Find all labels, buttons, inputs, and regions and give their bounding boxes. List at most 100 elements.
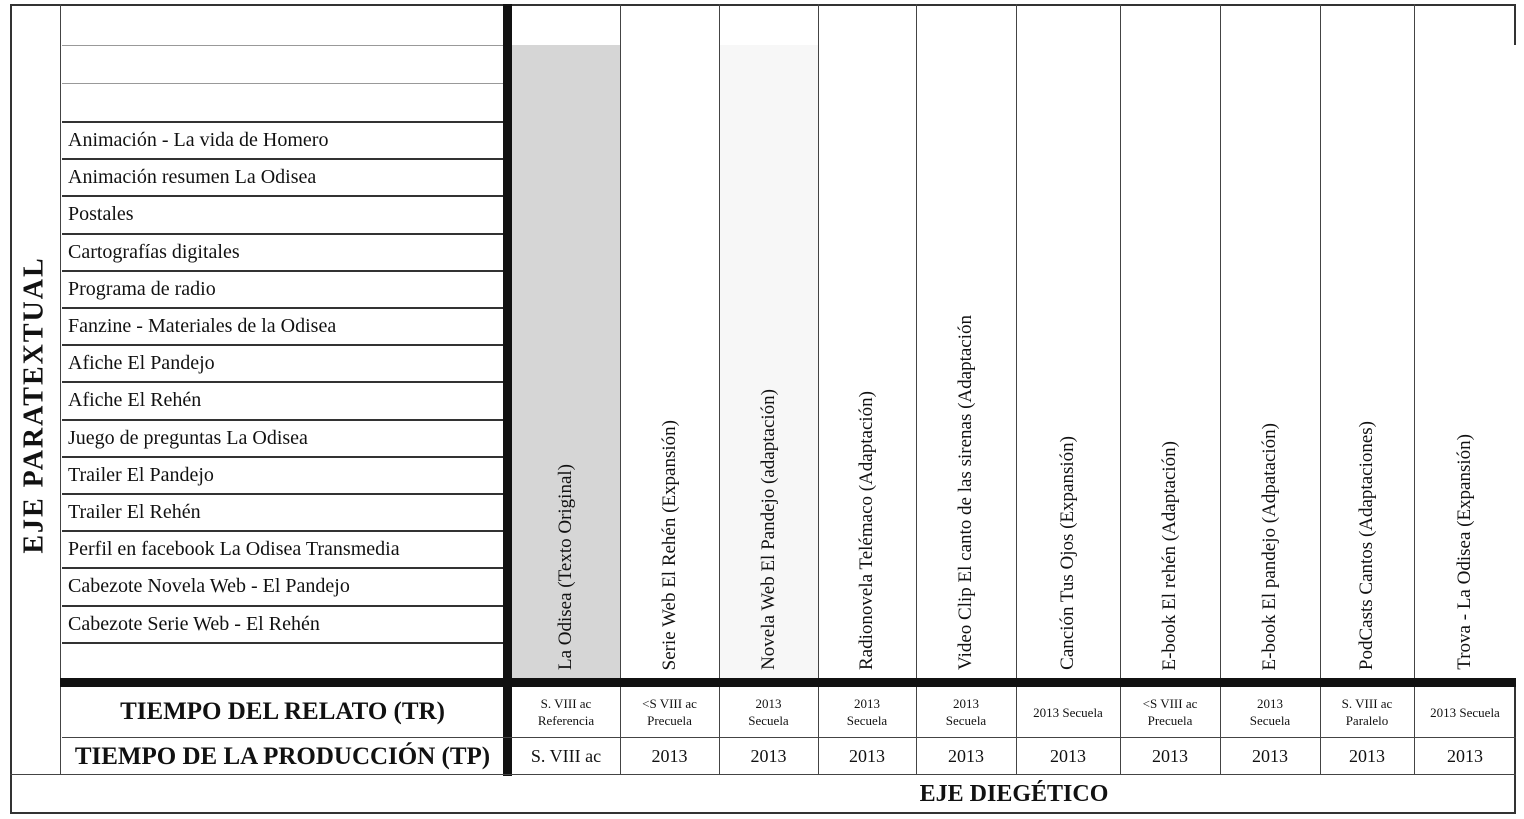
tiempo-produccion-cell: 2013	[750, 745, 787, 766]
paratextual-item: Fanzine - Materiales de la Odisea	[68, 315, 337, 337]
tiempo-relato-text: 2013	[755, 696, 782, 711]
tiempo-relato-text: Secuela	[1249, 713, 1291, 728]
row-divider	[62, 642, 503, 644]
tiempo-relato-cell: 2013 Secuela	[1220, 688, 1320, 736]
tiempo-relato-cell: <S VIII ac Precuela	[1120, 688, 1220, 736]
blank-row-divider	[62, 83, 503, 84]
tiempo-produccion-cell: 2013	[948, 745, 984, 766]
diegetic-column: Video Clip El canto de las sirenas (Adap…	[916, 45, 1016, 678]
paratextual-item: Programa de radio	[68, 278, 216, 300]
paratextual-axis-label: EJE PARATEXTUAL	[19, 256, 51, 554]
tiempo-relato-cell: 2013 Secuela	[1016, 688, 1120, 736]
row-divider	[62, 530, 503, 532]
column-title: La Odisea (Texto Original)	[555, 463, 576, 670]
tiempo-produccion-cell: S. VIII ac	[530, 745, 602, 766]
row-divider	[62, 567, 503, 569]
diegetic-column: E-book El rehén (Adaptación)	[1120, 45, 1220, 678]
row-divider	[62, 195, 503, 197]
column-title: Novela Web El Pandejo (adaptación)	[757, 389, 779, 670]
tiempo-produccion-cell: 2013	[651, 745, 688, 766]
tiempo-relato-text: S. VIII ac	[540, 696, 592, 711]
diegetic-column: La Odisea (Texto Original)	[512, 45, 620, 678]
tiempo-relato-text: 2013 Secuela	[1430, 704, 1500, 720]
tiempo-relato-text: Secuela	[846, 713, 888, 728]
tiempo-relato-text: Referencia	[537, 713, 595, 728]
paratextual-axis-title: EJE PARATEXTUAL	[10, 120, 60, 690]
tiempo-relato-text: Secuela	[945, 713, 987, 728]
column-title: Radionovela Telémaco (Adaptación)	[856, 391, 877, 670]
paratextual-item: Cartografías digitales	[68, 241, 240, 263]
diegetic-column: Canción Tus Ojos (Expansión)	[1016, 45, 1120, 678]
left-divider	[60, 4, 61, 774]
diegetic-column: Serie Web El Rehén (Expansión)	[620, 45, 719, 678]
diegetic-column: Trova - La Odisea (Expansión)	[1414, 45, 1516, 678]
tiempo-produccion-label: TIEMPO DE LA PRODUCCIÓN (TP)	[74, 742, 491, 770]
column-title: Video Clip El canto de las sirenas (Adap…	[955, 314, 976, 670]
column-divider	[1414, 4, 1415, 774]
tiempo-relato-text: 2013 Secuela	[1033, 704, 1103, 720]
column-title: E-book El pandejo (Adpatación)	[1259, 422, 1280, 670]
row-divider	[62, 307, 503, 309]
tiempo-relato-text: Secuela	[748, 713, 789, 728]
tiempo-relato-text: Paralelo	[1345, 713, 1389, 728]
tiempo-relato-text: Precuela	[1147, 713, 1193, 728]
tiempo-relato-label: TIEMPO DEL RELATO (TR)	[120, 698, 445, 725]
tiempo-relato-cell: S. VIII ac Paralelo	[1320, 688, 1414, 736]
diegetic-axis-title: EJE DIEGÉTICO	[919, 780, 1109, 807]
tiempo-relato-text: <S VIII ac	[642, 696, 697, 711]
paratextual-item: Cabezote Serie Web - El Rehén	[68, 613, 320, 635]
row-divider	[62, 605, 503, 607]
column-divider	[916, 4, 917, 774]
column-divider	[818, 4, 819, 774]
tiempo-relato-text: 2013	[1257, 696, 1283, 711]
paratextual-item: Trailer El Rehén	[68, 501, 201, 523]
main-separator	[503, 4, 512, 776]
column-divider	[1220, 4, 1221, 774]
tiempo-relato-text: 2013	[854, 696, 880, 711]
diegetic-column: Radionovela Telémaco (Adaptación)	[818, 45, 916, 678]
tp-divider	[10, 774, 1516, 775]
paratextual-item: Cabezote Novela Web - El Pandejo	[68, 575, 350, 597]
column-title: PodCasts Cantos (Adaptaciones)	[1356, 420, 1377, 670]
paratextual-item: Afiche El Pandejo	[68, 352, 215, 374]
row-divider	[62, 158, 503, 160]
column-divider	[1120, 4, 1121, 774]
tiempo-relato-cell: 2013 Secuela	[1414, 688, 1516, 736]
row-divider	[62, 344, 503, 346]
column-title: Trova - La Odisea (Expansión)	[1454, 434, 1475, 670]
column-divider	[1016, 4, 1017, 774]
tiempo-produccion-cell: 2013	[1349, 745, 1385, 766]
column-title: Canción Tus Ojos (Expansión)	[1057, 436, 1078, 670]
tiempo-produccion-cell: 2013	[1447, 745, 1483, 766]
tiempo-relato-text: 2013	[953, 696, 979, 711]
tiempo-relato-cell: 2013 Secuela	[916, 688, 1016, 736]
row-divider	[62, 456, 503, 458]
paratextual-item: Animación - La vida de Homero	[68, 129, 329, 151]
column-divider	[719, 4, 720, 774]
diegetic-column: E-book El pandejo (Adpatación)	[1220, 45, 1320, 678]
tiempo-produccion-cell: 2013	[1252, 745, 1288, 766]
diegetic-column: PodCasts Cantos (Adaptaciones)	[1320, 45, 1414, 678]
time-separator	[60, 678, 1516, 687]
column-divider	[620, 4, 621, 774]
row-divider	[62, 381, 503, 383]
row-divider	[62, 233, 503, 235]
paratextual-item: Postales	[68, 203, 134, 225]
column-title: E-book El rehén (Adaptación)	[1159, 440, 1180, 671]
row-divider	[62, 493, 503, 495]
paratextual-item: Juego de preguntas La Odisea	[68, 427, 308, 449]
row-divider	[62, 270, 503, 272]
tiempo-relato-text: Precuela	[647, 713, 692, 728]
paratextual-item: Perfil en facebook La Odisea Transmedia	[68, 538, 400, 560]
tiempo-relato-text: S. VIII ac	[1341, 696, 1393, 711]
blank-row-divider	[62, 45, 503, 46]
row-divider	[62, 121, 503, 123]
paratextual-item: Animación resumen La Odisea	[68, 166, 317, 188]
tiempo-produccion-cell: 2013	[849, 745, 885, 766]
tiempo-relato-text: <S VIII ac	[1142, 696, 1198, 711]
diegetic-column: Novela Web El Pandejo (adaptación)	[719, 45, 818, 678]
row-divider	[62, 419, 503, 421]
tiempo-produccion-cell: 2013	[1050, 745, 1086, 766]
column-title: Serie Web El Rehén (Expansión)	[658, 419, 680, 670]
tiempo-produccion-cell: 2013	[1152, 745, 1188, 766]
